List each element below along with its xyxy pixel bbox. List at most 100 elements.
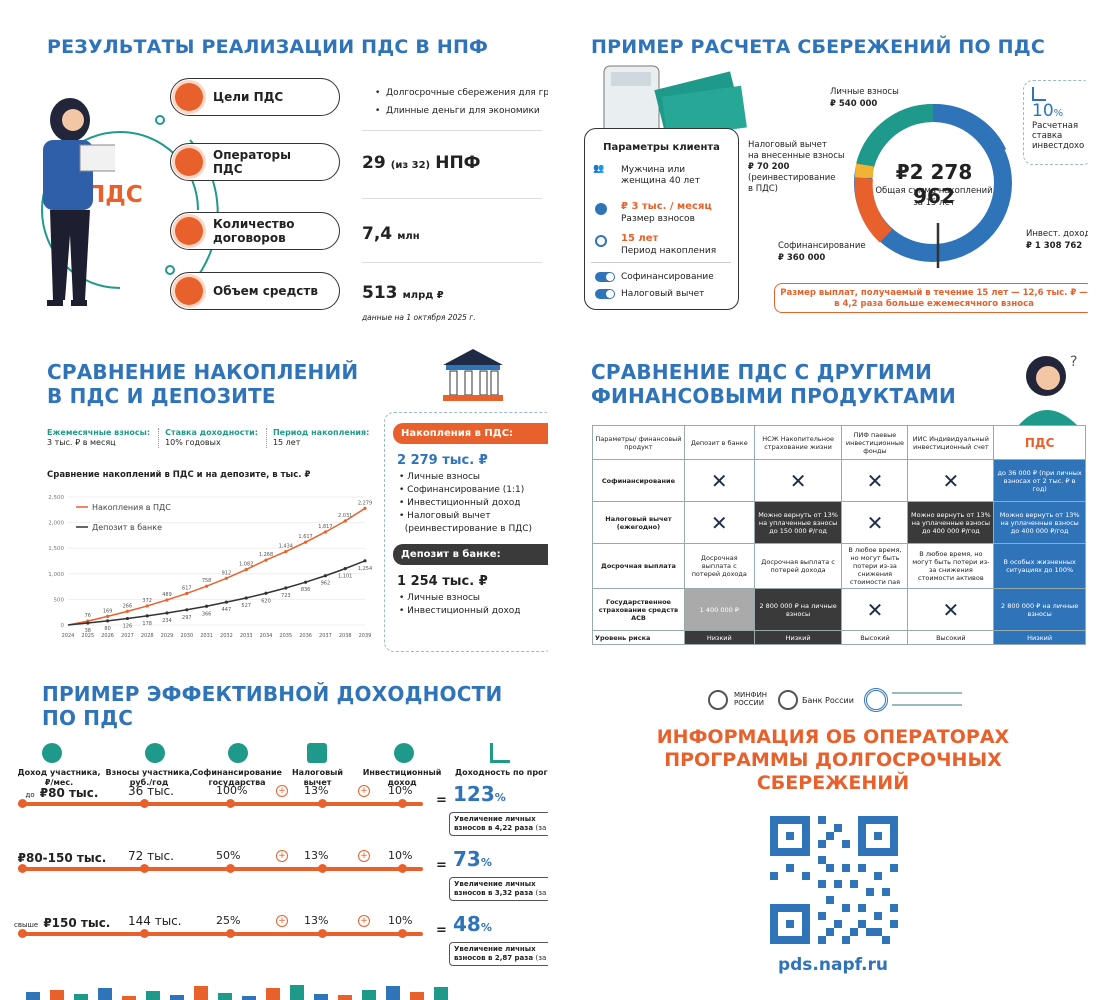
- x-tick-label: 2033: [240, 633, 253, 639]
- data-point: [224, 576, 228, 580]
- yield-row: до ₽80 тыс. 36 тыс. 100% 13% 10% + + = 1…: [0, 782, 548, 850]
- bank-icon: [443, 349, 503, 401]
- rate-box: 10% Расчетная ставка инвестдохо: [1023, 80, 1088, 165]
- data-point: [185, 591, 189, 596]
- data-point: [244, 568, 248, 572]
- pill-volume: Объем средств: [170, 272, 340, 310]
- contracts-value: 7,4 млн: [362, 224, 420, 244]
- bars-icon: [1032, 87, 1046, 101]
- donut-chart: [854, 103, 1012, 268]
- site-url[interactable]: pds.napf.ru: [777, 955, 889, 975]
- data-point: [224, 600, 228, 604]
- col-icon: [490, 743, 510, 763]
- panel-title: РЕЗУЛЬТАТЫ РЕАЛИЗАЦИИ ПДС В НПФ: [47, 36, 489, 58]
- data-label: 2,031: [338, 513, 352, 519]
- cross-icon: ✕: [841, 459, 909, 502]
- chart-icon: [175, 277, 203, 305]
- panel-title: СРАВНЕНИЕ ПДС С ДРУГИМИ ФИНАНСОВЫМИ ПРОДУ…: [591, 360, 956, 408]
- data-point: [125, 609, 129, 613]
- operators-value: 29 (из 32) НПФ: [362, 153, 481, 173]
- plus-icon: +: [358, 785, 370, 797]
- x-tick-label: 2026: [101, 633, 114, 639]
- data-point: [145, 614, 149, 618]
- data-point: [125, 616, 129, 621]
- box1-item: • Личные взносы: [399, 472, 481, 482]
- donut-total: ₽2 278 962: [895, 160, 973, 208]
- yield-row: ₽80-150 тыс. 72 тыс. 50% 13% 10% + + = 7…: [0, 847, 548, 915]
- yield-value: 48%: [453, 912, 492, 936]
- y-tick-label: 1,000: [48, 572, 64, 578]
- data-label: 1,082: [239, 562, 253, 568]
- volume-value: 513 млрд ₽: [362, 283, 444, 303]
- data-label: 620: [261, 598, 271, 604]
- label-cofin: Софинансирование ₽ 360 000: [778, 241, 866, 263]
- data-point: [343, 567, 347, 571]
- data-label: 2,279: [358, 500, 372, 506]
- yield-note: Увеличение личных взносов в 3,32 раза (за…: [449, 877, 548, 901]
- cross-icon: ✕: [841, 588, 909, 631]
- table-row: Досрочная выплата Досрочная выплата с пот…: [592, 543, 1086, 589]
- clock-icon: [595, 235, 607, 247]
- income-value: свыше ₽150 тыс.: [14, 916, 111, 930]
- svg-text:?: ?: [1070, 354, 1077, 370]
- client-params-box: Параметры клиента 👥 Мужчина или женщина 4…: [584, 128, 739, 310]
- y-tick-label: 0: [61, 623, 65, 629]
- panel-title: ПРИМЕР ЭФФЕКТИВНОЙ ДОХОДНОСТИ ПО ПДС: [42, 682, 503, 730]
- y-tick-label: 2,500: [48, 495, 64, 501]
- data-point: [363, 506, 367, 510]
- data-point: [106, 619, 110, 623]
- y-tick-label: 2,000: [48, 521, 64, 527]
- data-point: [264, 591, 268, 595]
- data-label: 447: [222, 607, 232, 613]
- people-icon: 👥: [593, 164, 605, 174]
- tax-toggle[interactable]: [595, 289, 615, 299]
- napf-logo: [864, 688, 888, 712]
- box1-item: • Софинансирование (1:1): [399, 485, 525, 495]
- pill-operators: Операторы ПДС: [170, 143, 340, 181]
- circle-label: ПДС: [86, 182, 143, 208]
- cofin-toggle[interactable]: [595, 272, 615, 282]
- plus-icon: +: [276, 785, 288, 797]
- plus-icon: +: [358, 850, 370, 862]
- goal-item: • Долгосрочные сбережения для граж: [375, 88, 548, 98]
- data-point: [264, 558, 268, 562]
- data-note: данные на 1 октября 2025 г.: [362, 313, 476, 322]
- box1-item: (реинвестирование в ПДС): [404, 524, 533, 534]
- box2-item: • Личные взносы: [399, 593, 481, 603]
- coins-icon: [595, 203, 607, 215]
- income-value: до ₽80 тыс.: [25, 786, 99, 800]
- data-point: [185, 608, 189, 612]
- x-tick-label: 2034: [260, 633, 273, 639]
- data-point: [145, 604, 149, 608]
- data-label: 126: [123, 624, 133, 630]
- yield-note: Увеличение личных взносов в 2,87 раза (за…: [449, 942, 548, 966]
- y-tick-label: 1,500: [48, 546, 64, 552]
- woman-thinking-illustration: ?: [1018, 354, 1078, 426]
- x-tick-label: 2028: [141, 633, 154, 639]
- data-label: 489: [162, 592, 172, 598]
- data-label: 169: [103, 608, 113, 614]
- qr-code[interactable]: [770, 816, 898, 944]
- plus-icon: +: [358, 915, 370, 927]
- table-row: Налоговый вычет (ежегодно) ✕ Можно вернуть…: [592, 501, 1086, 544]
- data-point: [106, 614, 110, 618]
- napf-text: [892, 692, 962, 706]
- cross-icon: ✕: [907, 588, 995, 631]
- data-point: [284, 549, 288, 554]
- data-point: [205, 604, 209, 608]
- cross-icon: ✕: [841, 501, 909, 544]
- data-point: [205, 584, 209, 588]
- data-label: 962: [321, 581, 331, 587]
- cross-icon: ✕: [683, 501, 755, 544]
- col-icon: [228, 743, 248, 763]
- panel-calculation: ПРИМЕР РАСЧЕТА СБЕРЕЖЕНИЙ ПО ПДС Парамет…: [578, 0, 1088, 330]
- payout-note: Размер выплат, получаемый в течение 15 л…: [774, 283, 1088, 313]
- document-icon: [175, 217, 203, 245]
- x-tick-label: 2038: [339, 633, 352, 639]
- label-inv: Инвест. доход ₽ 1 308 762: [1026, 229, 1088, 251]
- calculator-icon: [603, 65, 747, 142]
- data-label: 297: [182, 615, 192, 621]
- cbr-logo: [778, 690, 798, 710]
- x-tick-label: 2027: [121, 633, 134, 639]
- label-tax: Налоговый вычет на внесенные взносы ₽ 70 2…: [748, 140, 845, 194]
